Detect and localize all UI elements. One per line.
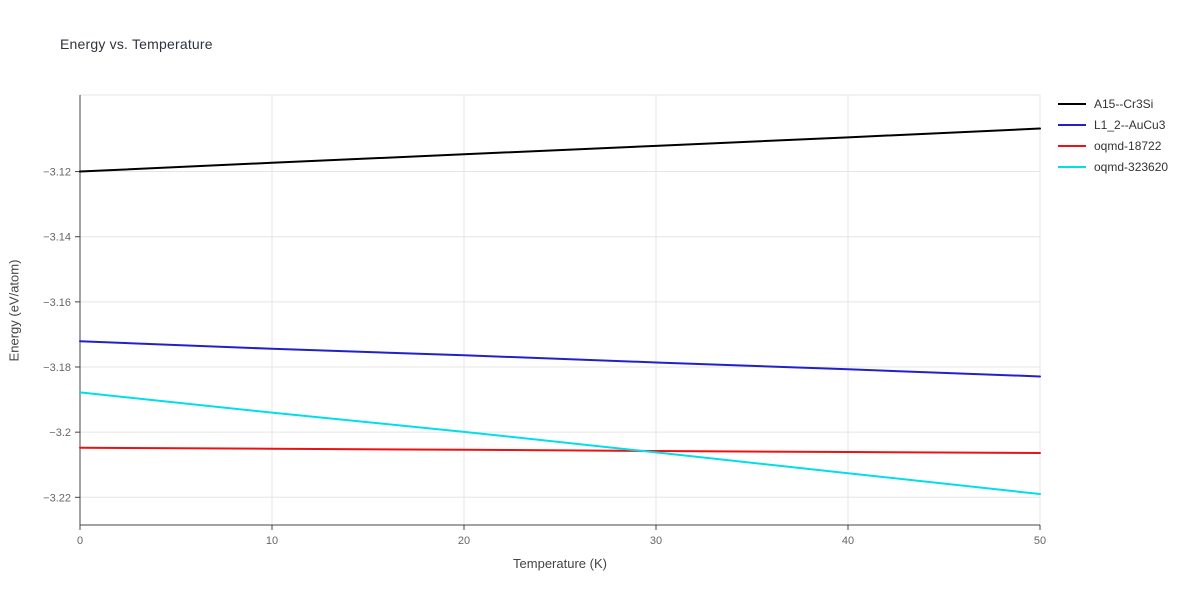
y-tick-label: −3.18 — [43, 362, 71, 374]
y-tick-label: −3.22 — [43, 492, 71, 504]
y-tick-label: −3.12 — [43, 167, 71, 179]
x-tick-label: 0 — [77, 535, 83, 547]
legend-swatch — [1058, 102, 1086, 105]
legend-item: L1_2--AuCu3 — [1058, 117, 1168, 132]
legend: A15--Cr3Si L1_2--AuCu3 oqmd-18722 oqmd-3236… — [1058, 96, 1168, 174]
legend-item: oqmd-18722 — [1058, 138, 1168, 153]
legend-swatch — [1058, 165, 1086, 168]
x-tick-label: 30 — [650, 535, 662, 547]
y-tick-label: −3.2 — [49, 427, 71, 439]
x-tick-label: 20 — [458, 535, 470, 547]
legend-label: A15--Cr3Si — [1094, 96, 1154, 111]
y-axis-label: Energy (eV/atom) — [6, 259, 22, 361]
x-tick-label: 10 — [266, 535, 278, 547]
legend-item: oqmd-323620 — [1058, 159, 1168, 174]
y-tick-label: −3.16 — [43, 297, 71, 309]
y-tick-label: −3.14 — [43, 232, 71, 244]
legend-label: oqmd-18722 — [1094, 138, 1162, 153]
series-line-oqmd-18722 — [79, 446, 1041, 455]
legend-item: A15--Cr3Si — [1058, 96, 1168, 111]
x-axis-label: Temperature (K) — [513, 556, 607, 571]
y-axis-label-wrap: Energy (eV/atom) — [0, 95, 28, 525]
x-tick-label: 50 — [1034, 535, 1046, 547]
plot-outline — [79, 94, 1041, 526]
legend-swatch — [1058, 144, 1086, 147]
legend-label: oqmd-323620 — [1094, 159, 1169, 174]
series-line-A15--Cr3Si — [79, 127, 1041, 173]
legend-swatch — [1058, 123, 1086, 126]
series-line-oqmd-323620 — [79, 391, 1041, 496]
legend-label: L1_2--AuCu3 — [1094, 117, 1166, 132]
x-tick-label: 40 — [842, 535, 854, 547]
series-line-L1_2--AuCu3 — [79, 340, 1041, 378]
chart-title: Energy vs. Temperature — [60, 36, 213, 52]
